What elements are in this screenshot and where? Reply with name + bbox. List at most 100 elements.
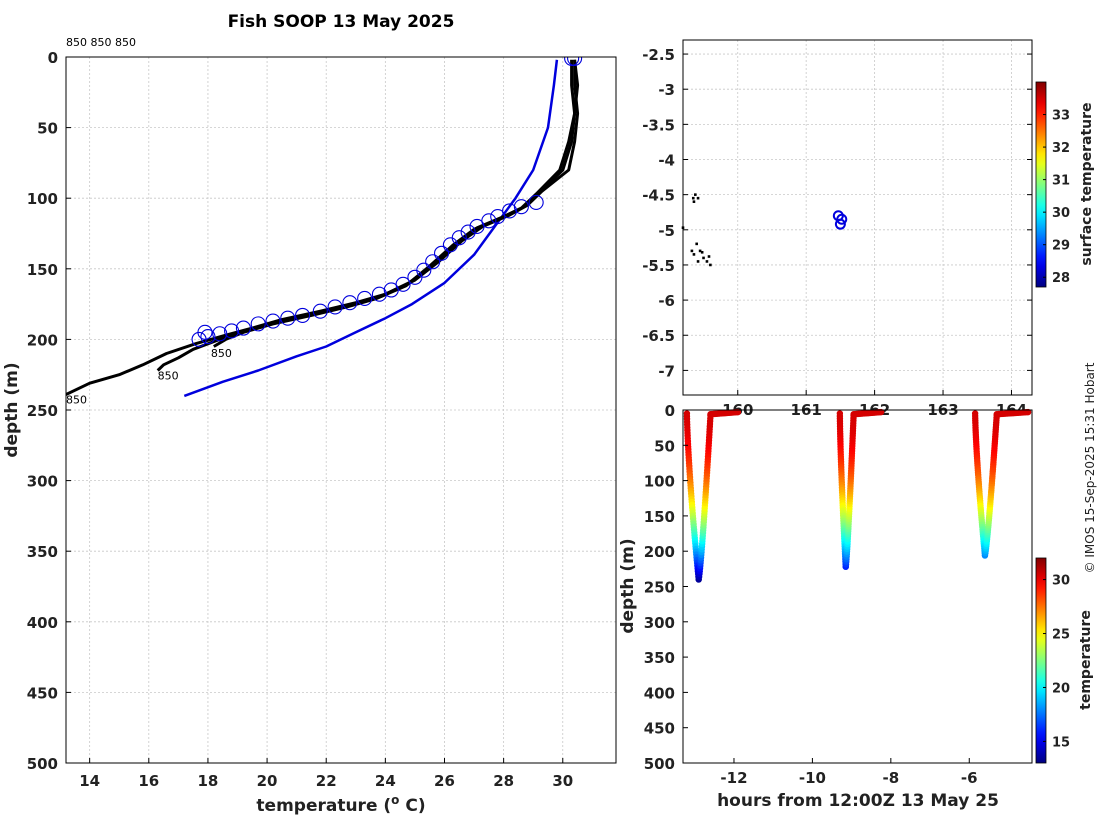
profile-qc-marker (383, 282, 399, 298)
section-y-tick-label: 250 (644, 579, 675, 597)
map-coastline-dot (695, 242, 698, 246)
section-panel: -12 -10 -8 -6 0 50 100 150 200 250 300 350 400 450 50… (618, 402, 1094, 811)
map-grid (683, 40, 1032, 395)
map-y-tick-label: -5 (658, 222, 675, 240)
profile-x-tick-label: 20 (257, 772, 278, 790)
profile-x-tick-label: 18 (197, 772, 218, 790)
profile-top-annotation: 850 850 850 (66, 36, 136, 49)
map-colorbar-bar (1035, 81, 1047, 288)
profile-cast-label: 850 (211, 347, 232, 360)
map-colorbar-tick-label: 33 (1052, 109, 1070, 124)
profile-qc-marker (513, 199, 529, 215)
section-y-tick-label: 350 (644, 649, 675, 667)
profile-y-tick-label: 50 (37, 120, 58, 138)
profile-y-ticks: 0 50 100 150 200 250 300 350 400 450 500 (27, 49, 71, 773)
profile-climatology-line (183, 59, 559, 398)
profile-qc-marker (312, 303, 328, 319)
map-y-tick-label: -6 (658, 292, 675, 310)
profile-plot-area: 850 850 850 (66, 57, 583, 406)
section-colorbar-tick-label: 30 (1052, 574, 1070, 589)
profile-y-tick-label: 150 (27, 261, 58, 279)
profile-qc-marker (442, 237, 458, 253)
profile-x-tick-label: 24 (375, 772, 396, 790)
map-coastline-dot (696, 260, 700, 263)
profile-x-tick-label: 16 (138, 772, 159, 790)
profile-qc-marker (567, 57, 583, 66)
section-y-axis-label: depth (m) (618, 538, 638, 633)
map-coastline-dot (696, 196, 700, 200)
profile-y-tick-label: 300 (27, 473, 58, 491)
profile-qc-marker (197, 324, 213, 340)
map-y-tick-label: -6.5 (642, 327, 675, 345)
profile-y-tick-label: 0 (48, 49, 58, 67)
profile-qc-marker (280, 310, 296, 326)
map-colorbar-tick-label: 29 (1052, 239, 1070, 254)
section-y-ticks: 0 50 100 150 200 250 300 350 400 450 500 (644, 402, 688, 773)
profile-y-tick-label: 450 (27, 684, 58, 702)
map-y-tick-label: -4 (658, 152, 675, 170)
map-y-tick-label: -4.5 (642, 187, 675, 205)
profile-x-ticks: 14 16 18 20 22 24 26 28 30 (79, 758, 573, 790)
map-y-tick-label: -3 (658, 81, 675, 99)
section-colorbar-tick-label: 20 (1052, 681, 1070, 696)
map-coastline-dot (690, 249, 694, 253)
map-y-tick-label: -3.5 (642, 116, 675, 134)
profile-x-tick-label: 30 (552, 772, 573, 790)
map-coastline-dot (691, 196, 695, 200)
profile-qc-marker (235, 320, 251, 336)
section-y-tick-label: 300 (644, 614, 675, 632)
profile-xlabel-unit: C) (399, 796, 425, 816)
map-colorbar: 28 29 30 31 32 33 (1035, 81, 1070, 288)
imos-credit: © IMOS 15-Sep-2025 15:31 Hobart (1083, 362, 1097, 573)
map-coastline-dot (702, 256, 705, 260)
section-sample-dot (1024, 408, 1032, 416)
profile-cast-label: 850 (158, 369, 179, 382)
profile-qc-marker (265, 313, 281, 329)
map-station-marker (834, 218, 846, 230)
profile-qc-marker (357, 290, 373, 307)
profile-qc-marker (433, 245, 450, 261)
section-colorbar-tick-label: 25 (1052, 628, 1070, 643)
profile-qc-marker (200, 329, 216, 345)
profile-y-tick-label: 200 (27, 331, 58, 349)
profile-x-tick-label: 28 (493, 772, 514, 790)
map-y-tick-label: -7 (658, 362, 675, 380)
section-sample-dot (877, 408, 885, 416)
profile-qc-marker (327, 299, 343, 315)
profile-y-tick-label: 100 (27, 190, 58, 208)
profile-cast-line (66, 59, 580, 396)
profile-qc-marker (490, 209, 506, 225)
section-x-tick-label: -12 (720, 769, 747, 787)
map-colorbar-label: surface temperature (1079, 102, 1095, 265)
profile-grid (66, 56, 616, 764)
map-coastline-dot (692, 200, 696, 203)
profile-qc-marker (371, 286, 387, 302)
section-y-tick-label: 400 (644, 684, 675, 702)
map-colorbar-tick-label: 32 (1052, 141, 1070, 156)
section-y-tick-label: 200 (644, 543, 675, 561)
profile-qc-marker (460, 224, 476, 240)
profile-x-tick-label: 26 (434, 772, 455, 790)
profile-qc-marker (212, 326, 228, 342)
section-y-tick-label: 450 (644, 720, 675, 738)
section-x-ticks: -12 -10 -8 -6 (720, 758, 978, 787)
section-colorbar-bar (1035, 557, 1047, 764)
profile-qc-marker (342, 295, 358, 311)
profile-qc-marker (250, 316, 266, 332)
map-coastline-dot (709, 263, 712, 267)
section-y-tick-label: 100 (644, 473, 675, 491)
profile-x-tick-label: 22 (316, 772, 337, 790)
profile-qc-marker (407, 269, 423, 285)
profile-title: Fish SOOP 13 May 2025 (228, 12, 455, 32)
profile-y-tick-label: 350 (27, 543, 58, 561)
profile-qc-marker (528, 194, 544, 210)
profile-y-axis-label: depth (m) (2, 362, 22, 457)
map-y-tick-label: -5.5 (642, 257, 675, 275)
profile-y-tick-label: 400 (27, 614, 58, 632)
map-coastline-dot (705, 260, 709, 263)
map-colorbar-tick-label: 31 (1052, 174, 1070, 189)
section-plot-area (683, 408, 1032, 583)
profile-y-tick-label: 500 (27, 755, 58, 773)
section-colorbar-label: temperature (1078, 610, 1094, 710)
